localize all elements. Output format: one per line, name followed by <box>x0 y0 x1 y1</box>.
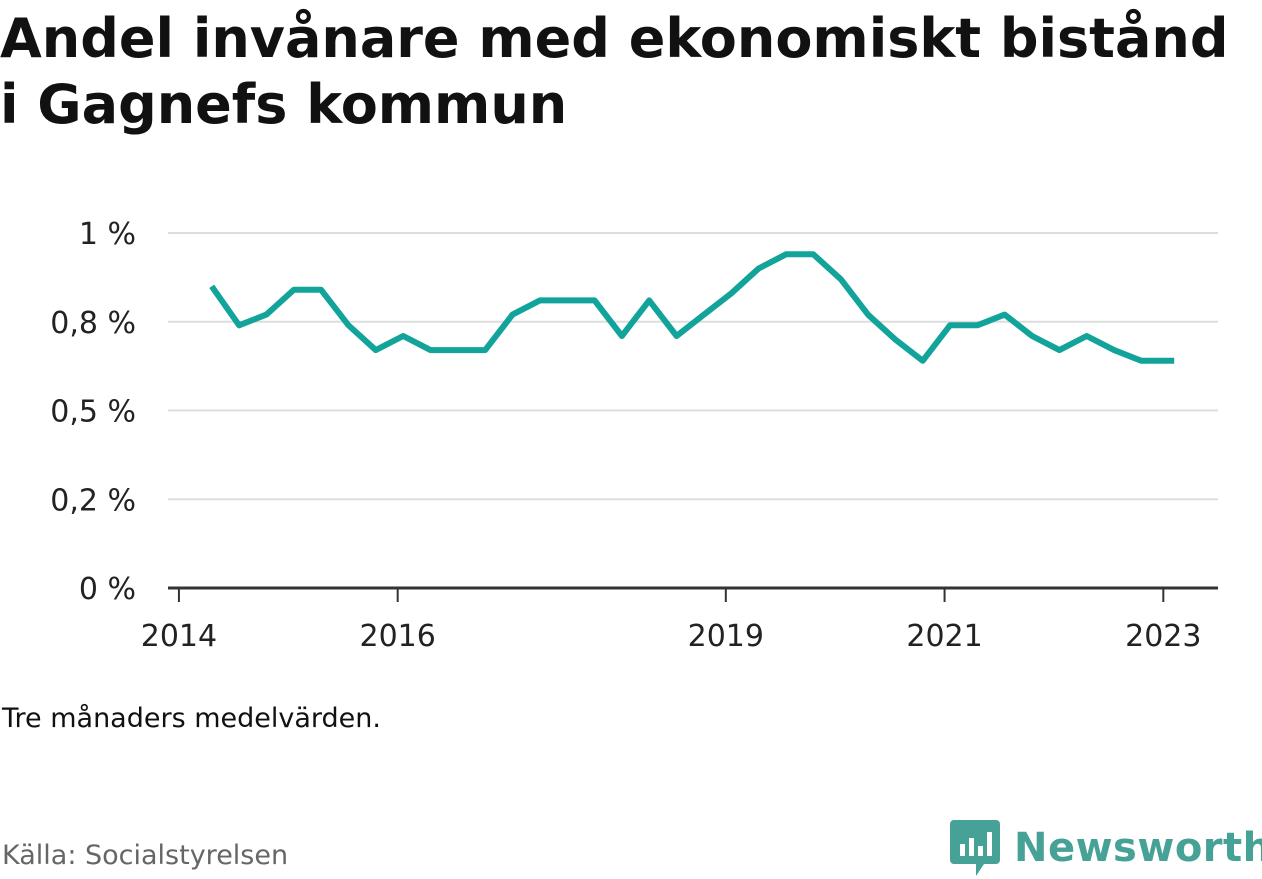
data-point <box>1171 358 1177 364</box>
data-point <box>838 276 844 282</box>
data-point <box>400 333 406 339</box>
series-group <box>209 251 1177 364</box>
y-tick-label: 1 % <box>79 217 136 252</box>
data-point <box>892 337 898 343</box>
data-point <box>947 322 953 328</box>
gridlines <box>168 232 1218 501</box>
newsworthy-logo: Newsworthy <box>950 820 1262 876</box>
data-point <box>920 358 926 364</box>
data-point <box>428 347 434 353</box>
data-point <box>1111 347 1117 353</box>
data-point <box>1002 312 1008 318</box>
data-point <box>619 333 625 339</box>
series-line <box>209 251 1175 364</box>
brand-name: Newsworthy <box>1014 825 1262 871</box>
data-point <box>564 297 570 303</box>
data-point <box>209 283 215 289</box>
data-point <box>701 312 707 318</box>
data-point <box>728 290 734 296</box>
data-point <box>756 266 762 272</box>
x-axis: 2014 2016 2019 2021 2023 <box>141 586 1218 654</box>
data-point <box>1029 333 1035 339</box>
y-tick-label: 0,8 % <box>50 306 136 341</box>
data-point <box>455 347 461 353</box>
x-tick-label: 2019 <box>688 619 764 654</box>
y-tick-label: 0 % <box>79 572 136 607</box>
data-point <box>674 333 680 339</box>
data-point <box>373 347 379 353</box>
data-point <box>236 322 242 328</box>
data-point <box>865 312 871 318</box>
data-point <box>1084 333 1090 339</box>
line-chart: 0 %0,2 %0,5 %0,8 %1 % 2014 2016 2019 2021 20… <box>50 217 1218 654</box>
data-point <box>1138 358 1144 364</box>
data-point <box>646 297 652 303</box>
chart-title: Andel invånare med ekonomiskt bistånd i … <box>0 7 1229 136</box>
y-axis-ticks: 0 % 0,2 % 0,5 % 0,8 % 1 % <box>50 217 136 607</box>
x-tick-label: 2014 <box>141 619 217 654</box>
data-point <box>974 322 980 328</box>
data-point <box>810 251 816 257</box>
data-point <box>783 251 789 257</box>
data-point <box>1056 347 1062 353</box>
data-point <box>510 312 516 318</box>
data-point <box>345 322 351 328</box>
data-point <box>537 297 543 303</box>
data-point <box>482 347 488 353</box>
source-credit: Källa: Socialstyrelsen <box>2 840 289 871</box>
y-tick-label: 0,2 % <box>50 483 136 518</box>
y-tick-label: 0,5 % <box>50 395 136 430</box>
x-tick-label: 2021 <box>906 619 982 654</box>
data-point <box>318 287 324 293</box>
data-point <box>592 297 598 303</box>
x-tick-label: 2016 <box>360 619 436 654</box>
chart-note: Tre månaders medelvärden. <box>2 703 381 734</box>
newsworthy-logo-icon <box>950 820 1000 876</box>
data-point <box>263 312 269 318</box>
x-tick-label: 2023 <box>1125 619 1201 654</box>
data-point <box>291 287 297 293</box>
